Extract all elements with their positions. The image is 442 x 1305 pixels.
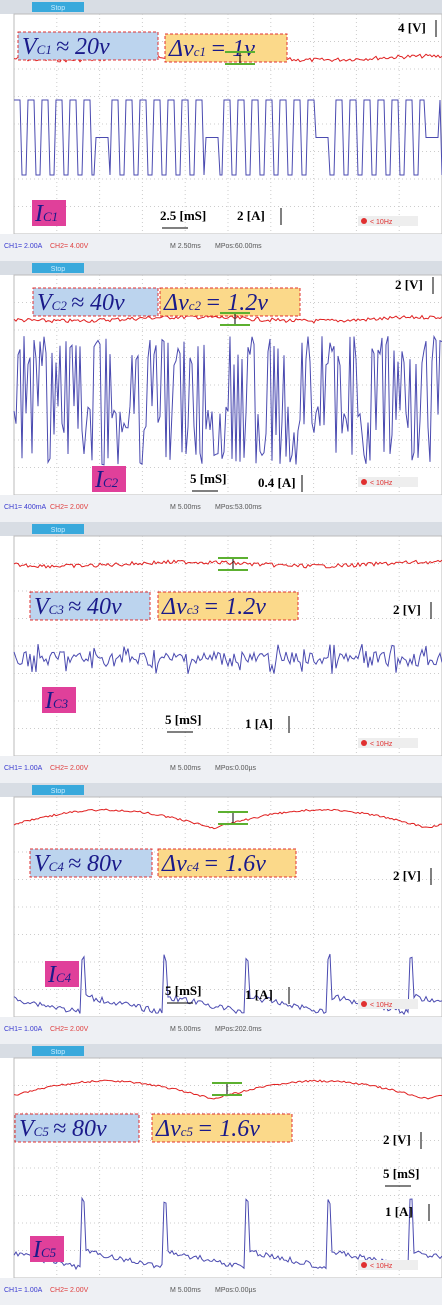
status-text: MPos:60.00ms — [215, 243, 262, 250]
status-text: M 5.00ms — [170, 765, 201, 772]
run-state: Stop — [51, 527, 66, 534]
status-text: M 5.00ms — [170, 504, 201, 511]
scope-panel: StopVC5≈ 80vΔvc5= 1.6vIC52 [V]5 [mS]1 [A… — [0, 1044, 442, 1305]
trigger-dot — [361, 1262, 367, 1268]
scope-panel: StopVC4≈ 80vΔvc4= 1.6vIC42 [V]5 [mS]1 [A… — [0, 783, 442, 1044]
a-scale: 0.4 [A] — [258, 475, 296, 490]
a-scale: 1 [A] — [245, 987, 273, 1002]
time-scale: 5 [mS] — [165, 983, 201, 998]
a-scale: 2 [A] — [237, 208, 265, 223]
v-scale: 2 [V] — [383, 1132, 411, 1147]
a-scale: 1 [A] — [245, 716, 273, 731]
label-sub: C1 — [37, 42, 52, 57]
label-sub: C4 — [49, 859, 65, 874]
label-sub: C4 — [56, 970, 72, 985]
label-rest: = 1v — [210, 36, 255, 62]
run-state: Stop — [51, 1049, 66, 1056]
v-scale: 4 [V] — [398, 20, 426, 35]
label-main: Δv — [155, 1116, 181, 1142]
ripple-label: Δvc1 = 1v — [168, 36, 255, 62]
status-text: CH2= 2.00V — [50, 1287, 89, 1294]
voltage-label: VC2≈ 40v — [37, 290, 125, 316]
label-sub: c5 — [181, 1124, 194, 1139]
status-text: MPos:202.0ms — [215, 1026, 262, 1033]
label-rest: ≈ 40v — [68, 594, 122, 620]
status-text: MPos:53.00ms — [215, 504, 262, 511]
label-sub: C3 — [53, 696, 69, 711]
status-text: M 2.50ms — [170, 243, 201, 250]
status-text: CH1= 2.00A — [4, 243, 43, 250]
time-scale: 5 [mS] — [165, 712, 201, 727]
scope-panel: StopVC3≈ 40vΔvc3= 1.2vIC32 [V]5 [mS]1 [A… — [0, 522, 442, 783]
v-scale: 2 [V] — [393, 602, 421, 617]
trigger-dot — [361, 740, 367, 746]
trigger-dot — [361, 1001, 367, 1007]
time-scale: 5 [mS] — [383, 1166, 419, 1181]
voltage-label: VC3≈ 40v — [34, 594, 122, 620]
run-state: Stop — [51, 5, 66, 12]
status-text: CH2= 2.00V — [50, 504, 89, 511]
status-text: MPos:0.00µs — [215, 765, 256, 772]
label-sub: C1 — [43, 209, 58, 224]
a-scale: 1 [A] — [385, 1204, 413, 1219]
ripple-label: Δvc3= 1.2v — [161, 594, 266, 620]
status-text: CH2= 4.00V — [50, 243, 89, 250]
label-sub: c3 — [187, 602, 200, 617]
label-rest: ≈ 80v — [68, 851, 122, 877]
v-scale: 2 [V] — [395, 277, 423, 292]
label-main: Δv — [163, 290, 189, 316]
trigger-label: < 10Hz — [370, 741, 393, 748]
status-text: CH1= 1.00A — [4, 1287, 43, 1294]
status-text: CH1= 1.00A — [4, 1026, 43, 1033]
figure: StopVC1≈ 20vΔvc1= 1vIC14 [V]2.5 [mS]2 [A… — [0, 0, 442, 1305]
trigger-dot — [361, 218, 367, 224]
label-sub: C2 — [103, 475, 119, 490]
label-rest: ≈ 40v — [71, 290, 125, 316]
label-main: Δv — [161, 851, 187, 877]
label-rest: = 1.2v — [203, 594, 266, 620]
v-scale: 2 [V] — [393, 868, 421, 883]
label-sub: C5 — [41, 1245, 57, 1260]
status-text: CH1= 1.00A — [4, 765, 43, 772]
time-scale: 5 [mS] — [190, 471, 226, 486]
label-main: Δv — [168, 36, 194, 62]
label-rest: = 1.6v — [197, 1116, 260, 1142]
ripple-label: Δvc2= 1.2v — [163, 290, 268, 316]
status-text: M 5.00ms — [170, 1287, 201, 1294]
ripple-label: Δvc5= 1.6v — [155, 1116, 260, 1142]
run-state: Stop — [51, 266, 66, 273]
label-sub: C2 — [52, 298, 68, 313]
trigger-dot — [361, 479, 367, 485]
run-state: Stop — [51, 788, 66, 795]
label-rest: = 1.6v — [203, 851, 266, 877]
trigger-label: < 10Hz — [370, 1263, 393, 1270]
label-rest: ≈ 80v — [53, 1116, 107, 1142]
status-text: CH2= 2.00V — [50, 765, 89, 772]
trigger-label: < 10Hz — [370, 480, 393, 487]
label-sub: c2 — [189, 298, 202, 313]
page: StopVC1≈ 20vΔvc1= 1vIC14 [V]2.5 [mS]2 [A… — [0, 0, 442, 1305]
label-sub: C5 — [34, 1124, 50, 1139]
label-sub: c4 — [187, 859, 200, 874]
status-text: M 5.00ms — [170, 1026, 201, 1033]
voltage-label: VC1≈ 20v — [22, 34, 110, 60]
scope-panel: StopVC1≈ 20vΔvc1= 1vIC14 [V]2.5 [mS]2 [A… — [0, 0, 442, 261]
trigger-label: < 10Hz — [370, 1002, 393, 1009]
status-text: CH1= 400mA — [4, 504, 47, 511]
ripple-label: Δvc4= 1.6v — [161, 851, 266, 877]
status-text: CH2= 2.00V — [50, 1026, 89, 1033]
label-rest: ≈ 20v — [56, 34, 110, 60]
label-sub: c1 — [194, 44, 206, 59]
voltage-label: VC5≈ 80v — [19, 1116, 107, 1142]
trigger-label: < 10Hz — [370, 219, 393, 226]
time-scale: 2.5 [mS] — [160, 208, 206, 223]
label-main: Δv — [161, 594, 187, 620]
voltage-label: VC4≈ 80v — [34, 851, 122, 877]
label-sub: C3 — [49, 602, 65, 617]
status-text: MPos:0.00µs — [215, 1287, 256, 1294]
